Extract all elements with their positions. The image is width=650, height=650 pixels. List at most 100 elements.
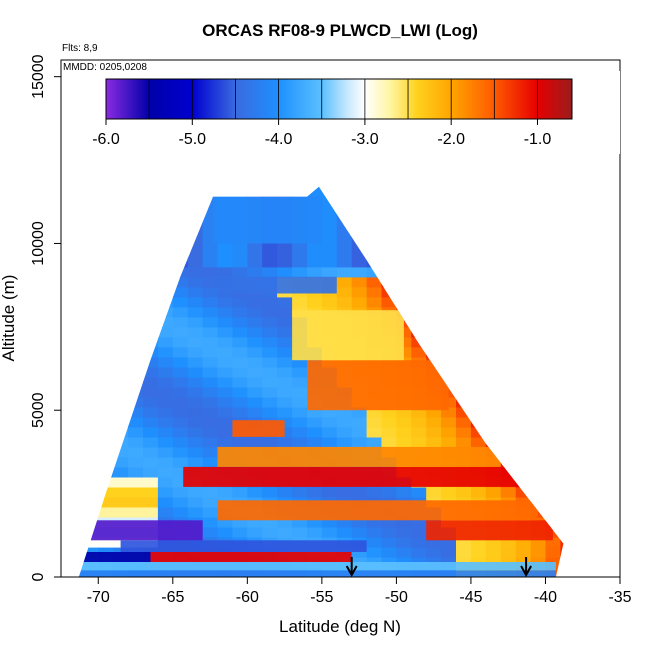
heatmap-cell [98, 296, 114, 308]
heatmap-cell [560, 557, 564, 568]
heatmap-cell [187, 186, 204, 188]
heatmap-cell [187, 256, 204, 268]
heatmap-cell [187, 296, 204, 308]
heatmap-cell [172, 436, 189, 448]
heatmap-cell [381, 196, 397, 208]
heatmap-cell [187, 426, 204, 438]
heatmap-cell [292, 186, 308, 188]
heatmap-cell [366, 196, 383, 208]
heatmap-cell [500, 446, 517, 458]
heatmap-cell [187, 366, 204, 378]
heatmap-cell [381, 226, 397, 238]
heatmap-cell [83, 466, 99, 478]
heatmap-cell [187, 446, 204, 458]
heatmap-cell [172, 186, 189, 188]
heatmap-cell [262, 186, 278, 188]
heatmap-cell [441, 406, 457, 418]
heatmap-cell [143, 426, 159, 438]
heatmap-cell [441, 416, 457, 428]
heatmap-cell [530, 356, 547, 368]
x-tick-label: -55 [310, 589, 333, 606]
heatmap-cell [396, 246, 412, 258]
x-axis-label: Latitude (deg N) [279, 617, 401, 636]
heatmap-cell [545, 326, 561, 338]
arrow-markers [345, 556, 532, 577]
heatmap-cell [485, 186, 502, 188]
heatmap-cell [262, 517, 278, 528]
heatmap-cell [247, 326, 263, 338]
heatmap-cell [217, 406, 233, 418]
heatmap-cell [530, 276, 547, 288]
colorbar: -6.0 -5.0 -4.0 -3.0 -2.0 -1.0 [62, 71, 620, 154]
heatmap-cell [515, 186, 532, 188]
heatmap-cell [277, 326, 293, 338]
heatmap-cell [143, 496, 159, 508]
heatmap-cell [545, 196, 561, 208]
heatmap-cell [172, 426, 189, 438]
heatmap-cell [78, 266, 84, 278]
heatmap-cell [456, 376, 472, 388]
heatmap-cell [560, 206, 564, 218]
heatmap-cell [83, 486, 99, 498]
heatmap-cell [441, 286, 457, 298]
heatmap-cell [560, 537, 564, 548]
heatmap-cell [128, 486, 144, 498]
heatmap-cell [500, 206, 517, 218]
y-tick-label: 0 [30, 572, 47, 581]
heatmap-cell [470, 286, 487, 298]
heatmap-cell [485, 226, 502, 238]
heatmap-cell [217, 336, 233, 348]
heatmap-cell [456, 186, 472, 198]
heatmap-cell [202, 276, 219, 288]
heatmap-cell [411, 256, 427, 268]
heatmap-cell [545, 216, 561, 228]
heatmap-cell [500, 356, 517, 368]
heatmap-cell [321, 266, 338, 278]
heatmap-cell [113, 456, 129, 468]
heatmap-band [217, 276, 337, 294]
heatmap-cell [277, 316, 293, 328]
heatmap-cell [441, 186, 457, 198]
heatmap-cell [426, 416, 442, 428]
heatmap-cell [262, 396, 278, 408]
heatmap-cell [500, 406, 517, 418]
heatmap-cell [78, 517, 84, 528]
heatmap-cell [456, 356, 472, 368]
heatmap-cell [98, 256, 114, 268]
heatmap-cell [530, 466, 547, 478]
heatmap-cell [411, 236, 427, 248]
heatmap-cell [381, 246, 397, 258]
heatmap-cell [113, 446, 129, 458]
heatmap-cell [366, 276, 383, 288]
heatmap-cell [515, 216, 532, 228]
heatmap-cell [426, 256, 442, 268]
heatmap-cell [396, 186, 412, 198]
heatmap-cell [187, 507, 204, 518]
heatmap-cell [217, 246, 233, 258]
heatmap-cell [366, 266, 383, 278]
heatmap-cell [113, 436, 129, 448]
heatmap-cell [366, 436, 383, 448]
heatmap-cell [456, 236, 472, 248]
heatmap-cell [366, 226, 383, 238]
heatmap-cell [143, 476, 159, 488]
heatmap-cell [470, 186, 487, 188]
heatmap-cell [202, 376, 219, 388]
heatmap-cell [426, 276, 442, 288]
heatmap-cell [157, 386, 174, 398]
heatmap-cell [187, 246, 204, 258]
heatmap-cell [157, 186, 174, 198]
heatmap-cell [426, 216, 442, 228]
heatmap-cell [98, 537, 114, 548]
heatmap-cell [470, 296, 487, 308]
heatmap-cell [545, 306, 561, 318]
heatmap-cell [232, 256, 248, 268]
heatmap-cell [187, 236, 204, 248]
heatmap-cell [128, 416, 144, 428]
heatmap-band [217, 446, 501, 467]
heatmap-cell [217, 527, 233, 538]
heatmap-cell [187, 316, 204, 328]
heatmap-cell [351, 196, 368, 208]
heatmap-cell [292, 186, 308, 198]
heatmap-cell [500, 416, 517, 428]
